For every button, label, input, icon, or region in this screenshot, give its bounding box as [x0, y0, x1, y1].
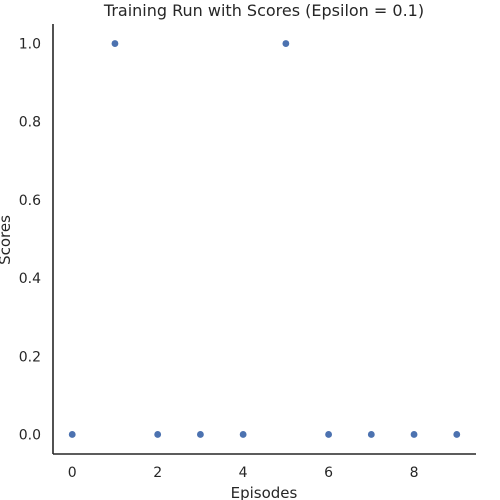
x-tick-label-0: 0	[68, 465, 77, 481]
y-tick-label-0.6: 0.6	[19, 193, 41, 209]
data-point-4	[239, 431, 247, 438]
y-tick-label-0.8: 0.8	[19, 115, 41, 131]
y-tick-label-0.2: 0.2	[19, 349, 41, 365]
x-tick-label-8: 8	[410, 465, 419, 481]
data-point-7	[367, 431, 375, 438]
y-tick-label-0.4: 0.4	[19, 271, 41, 287]
y-axis-ticks: 0.0 0.2 0.4 0.6 0.8 1.0	[19, 37, 41, 444]
data-point-1	[111, 40, 119, 47]
data-points	[68, 40, 461, 438]
data-point-8	[410, 431, 418, 438]
x-axis-ticks: 0 2 4 6 8	[68, 465, 419, 481]
data-point-5	[282, 40, 290, 47]
data-point-2	[154, 431, 162, 438]
data-point-9	[453, 431, 461, 438]
y-tick-label-0.0: 0.0	[19, 427, 41, 443]
data-point-0	[68, 431, 76, 438]
y-axis-label: Scores	[0, 215, 14, 265]
y-tick-label-1.0: 1.0	[19, 37, 41, 53]
x-axis-label: Episodes	[231, 484, 298, 500]
chart-title: Training Run with Scores (Epsilon = 0.1)	[103, 1, 424, 20]
data-point-3	[197, 431, 204, 438]
data-point-6	[325, 431, 332, 438]
x-tick-label-4: 4	[239, 465, 248, 481]
x-tick-label-2: 2	[153, 465, 162, 481]
x-tick-label-6: 6	[324, 465, 333, 481]
